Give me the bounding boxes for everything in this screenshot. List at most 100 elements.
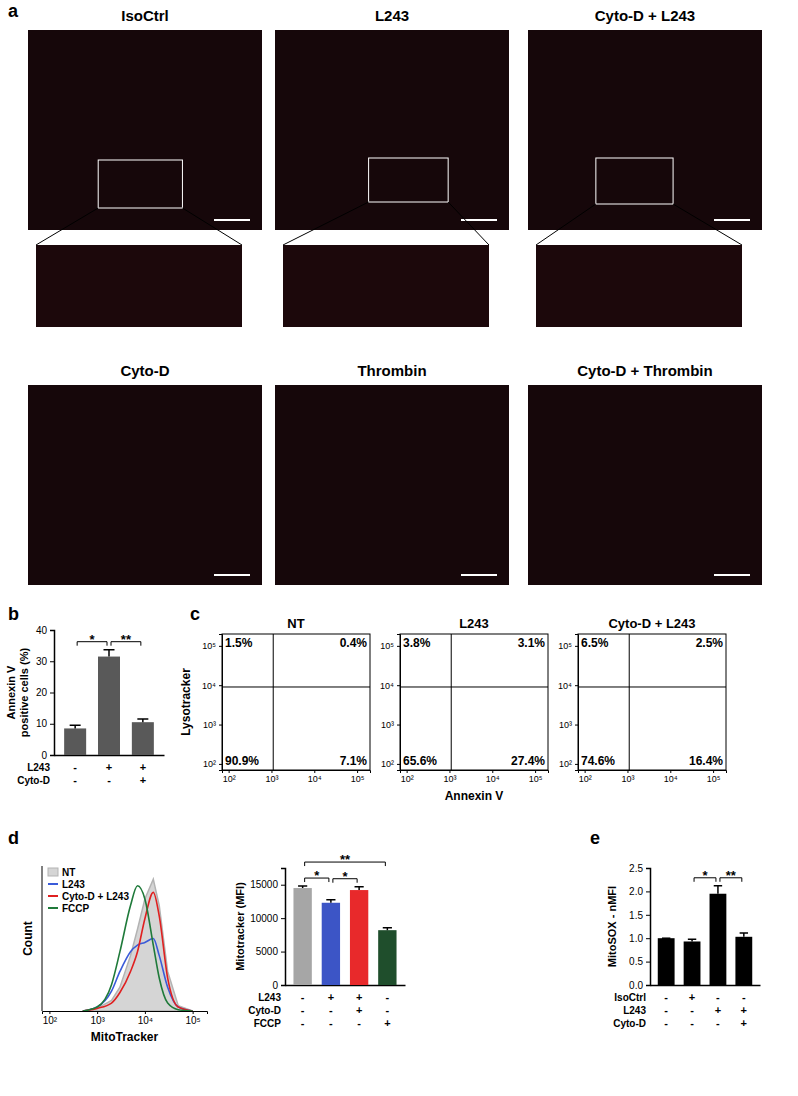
axis: 0.00.51.01.52.02.5 [629, 863, 650, 991]
axis: 050001000015000 [250, 869, 285, 991]
condition-sign: - [716, 1017, 720, 1029]
tick: 1.5 [629, 910, 650, 921]
axis-title-line: MitoSOX - nMFI [606, 886, 618, 967]
tick-label: 2.5 [629, 863, 643, 874]
gate-line [400, 686, 548, 687]
condition-sign: + [384, 1017, 390, 1029]
bar [658, 938, 675, 985]
tick-label: 10³ [265, 774, 278, 784]
tick: 0 [272, 980, 285, 991]
significance-label: * [90, 632, 96, 647]
quadrant-label: 65.6% [403, 754, 437, 768]
tick: 15000 [250, 879, 285, 890]
tick: 10³ [559, 720, 578, 730]
image-title: L243 [375, 7, 409, 24]
gate-line [222, 686, 370, 687]
significance-label: * [342, 869, 348, 884]
zoom-box [596, 158, 673, 204]
tick-mark [50, 661, 54, 662]
tick: 2.0 [629, 886, 650, 897]
connector [283, 202, 369, 245]
condition-sign: - [357, 1017, 361, 1029]
tick: 10² [43, 1011, 58, 1026]
tick: 30 [36, 656, 54, 667]
axis: 10²10³10⁴10⁵ [43, 1011, 208, 1026]
tick: 10³ [90, 1011, 105, 1026]
condition-sign: - [664, 991, 668, 1003]
tick-mark [97, 1011, 98, 1014]
micrograph [275, 30, 509, 230]
tick: 10⁵ [202, 641, 222, 651]
tick-mark [193, 1011, 194, 1014]
plot-title: L243 [459, 616, 489, 631]
legend: NTL243Cyto-D + L243FCCP [48, 867, 129, 914]
tick-label: 10 [36, 718, 48, 729]
scale-bar [214, 574, 250, 576]
condition-name: L243 [623, 1005, 646, 1016]
tick-label: 10³ [90, 1015, 105, 1026]
tick: 40 [36, 625, 54, 636]
plot-area [578, 634, 726, 770]
condition-sign: + [689, 991, 695, 1003]
condition-sign: - [107, 774, 111, 786]
quadrant-label: 2.5% [696, 636, 724, 650]
scale-bar [214, 219, 250, 221]
tick-mark [646, 915, 650, 916]
condition-sign: + [356, 991, 362, 1003]
significance-label: ** [726, 868, 737, 883]
error-bar [298, 886, 307, 888]
significance-label: * [314, 868, 320, 883]
tick-label: 10² [401, 774, 414, 784]
axis-title: Annexin Vpositive cells (%) [5, 648, 30, 738]
axis-line [401, 771, 549, 774]
tick-label: 10² [203, 759, 216, 769]
condition-sign: - [73, 774, 77, 786]
bar [64, 728, 86, 755]
histogram-line [83, 892, 193, 1011]
tick-label: 10⁵ [380, 641, 394, 651]
quadrant-label: 0.4% [340, 636, 368, 650]
condition-sign: - [690, 1017, 694, 1029]
tick: 10⁴ [308, 770, 322, 784]
axis-line [579, 771, 727, 774]
quadrant-label: 74.6% [581, 754, 615, 768]
condition-sign: + [715, 1004, 721, 1016]
image-title: Cyto-D [120, 362, 169, 379]
tick-label: 0.0 [629, 980, 643, 991]
axis-title: Lysotracker [179, 668, 193, 736]
tick-label: 10² [579, 774, 592, 784]
tick-mark [281, 885, 285, 886]
tick-label: 10³ [621, 774, 634, 784]
condition-sign: - [742, 991, 746, 1003]
condition-name: Cyto-D [613, 1018, 646, 1029]
condition-sign: + [328, 991, 334, 1003]
axis-line [50, 631, 55, 756]
plot-title: Cyto-D + L243 [608, 616, 695, 631]
tick-label: 10⁴ [202, 681, 216, 691]
tick-label: 2.0 [629, 886, 643, 897]
condition-sign: - [329, 1004, 333, 1016]
tick: 1.0 [629, 933, 650, 944]
gate-line [578, 686, 726, 687]
image-panel: IsoCtrlL243Cyto-D + L243Cyto-DThrombinCy… [28, 7, 762, 585]
quadrant-label: 6.5% [581, 636, 609, 650]
panel-label: e [590, 828, 600, 848]
tick-label: 10⁵ [707, 774, 721, 784]
axis: 10²10³10⁴10⁵ [380, 635, 400, 771]
axis-title-line: positive cells (%) [18, 648, 30, 738]
bar-chart: 010203040***L243-++Cyto-D--+Annexin Vpos… [5, 625, 164, 786]
condition-sign: - [301, 1004, 305, 1016]
tick: 10⁵ [351, 770, 365, 784]
plot-frame [222, 634, 370, 770]
tick: 10² [381, 759, 400, 769]
error-bar [355, 887, 364, 890]
legend-label: NT [62, 867, 75, 878]
condition-name: Cyto-D [17, 775, 50, 786]
tick-mark [50, 724, 54, 725]
plot-title: NT [287, 616, 304, 631]
tick: 10⁴ [138, 1011, 153, 1026]
quadrant-label: 7.1% [340, 754, 368, 768]
tick: 10² [401, 770, 414, 784]
condition-sign: - [690, 1004, 694, 1016]
micrograph [28, 30, 262, 230]
